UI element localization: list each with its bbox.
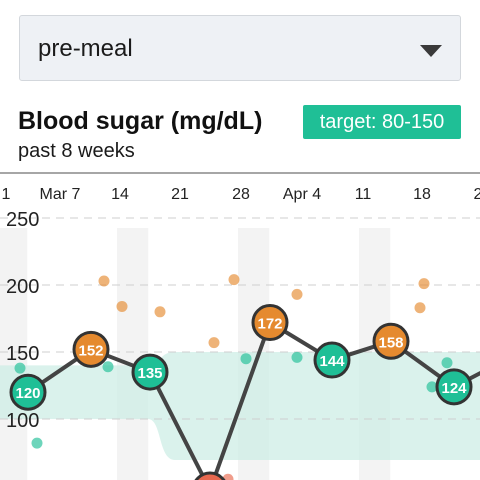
x-tick-label: Apr 4 xyxy=(283,186,321,203)
weekly-average-node xyxy=(435,368,473,406)
reading-dot xyxy=(441,357,453,369)
x-tick-label: 18 xyxy=(413,186,431,203)
y-tick-label: 250 xyxy=(6,209,39,231)
reading-dot xyxy=(418,278,430,290)
reading-dot xyxy=(414,302,426,314)
weekly-average-node xyxy=(9,373,47,411)
y-tick-label: 150 xyxy=(6,343,39,365)
reading-dot xyxy=(98,275,110,287)
weekly-average-node xyxy=(372,322,410,360)
reading-dot xyxy=(291,288,303,300)
reading-dot xyxy=(31,437,43,449)
weekly-average-node xyxy=(313,341,351,379)
x-tick-label: 2 xyxy=(474,186,480,203)
weekly-average-label: 144 xyxy=(319,353,345,370)
weekly-average-label: 124 xyxy=(441,380,467,397)
x-tick-label: 1 xyxy=(2,186,11,203)
weekly-average-label: 120 xyxy=(15,385,40,402)
chevron-down-icon[interactable] xyxy=(420,45,442,57)
reading-dot xyxy=(116,300,128,312)
reading-dot xyxy=(208,337,220,349)
y-tick-label: 50 xyxy=(6,477,28,480)
y-tick-label: 100 xyxy=(6,410,39,432)
week-stripe xyxy=(117,228,149,480)
x-tick-label: 28 xyxy=(232,186,250,203)
meal-type-select[interactable]: pre-meal xyxy=(19,15,461,81)
reading-dot xyxy=(14,362,26,374)
x-tick-label: 14 xyxy=(111,186,129,203)
weekly-average-node xyxy=(131,353,169,391)
x-tick-label: 21 xyxy=(171,186,189,203)
reading-dot xyxy=(228,274,240,286)
reading-dot xyxy=(222,473,234,480)
blood-sugar-chart: 1 Mar 7 14 21 28 Apr 4 11 18 2 50 100 150 200 250 12… xyxy=(0,172,480,480)
weekly-average-label: 158 xyxy=(378,334,403,351)
weekly-average-label: 135 xyxy=(137,365,162,382)
chart-title: Blood sugar (mg/dL) xyxy=(18,107,263,135)
reading-dot xyxy=(154,306,166,318)
y-tick-label: 200 xyxy=(6,276,39,298)
meal-type-select-value: pre-meal xyxy=(38,35,133,62)
reading-dot xyxy=(240,353,252,365)
weekly-average-label: 152 xyxy=(78,342,103,359)
weekly-average-node xyxy=(72,330,110,368)
weekly-average-node xyxy=(194,471,226,480)
weekly-average-node xyxy=(251,304,289,342)
target-range-badge: target: 80-150 xyxy=(303,105,461,139)
x-tick-label: Mar 7 xyxy=(40,186,81,203)
reading-dot xyxy=(291,351,303,363)
week-stripe xyxy=(0,228,28,480)
weekly-average-label: 172 xyxy=(257,316,282,333)
x-tick-label: 11 xyxy=(355,186,372,203)
chart-subtitle: past 8 weeks xyxy=(18,140,135,162)
reading-dot xyxy=(102,361,114,373)
reading-dot xyxy=(426,381,438,393)
